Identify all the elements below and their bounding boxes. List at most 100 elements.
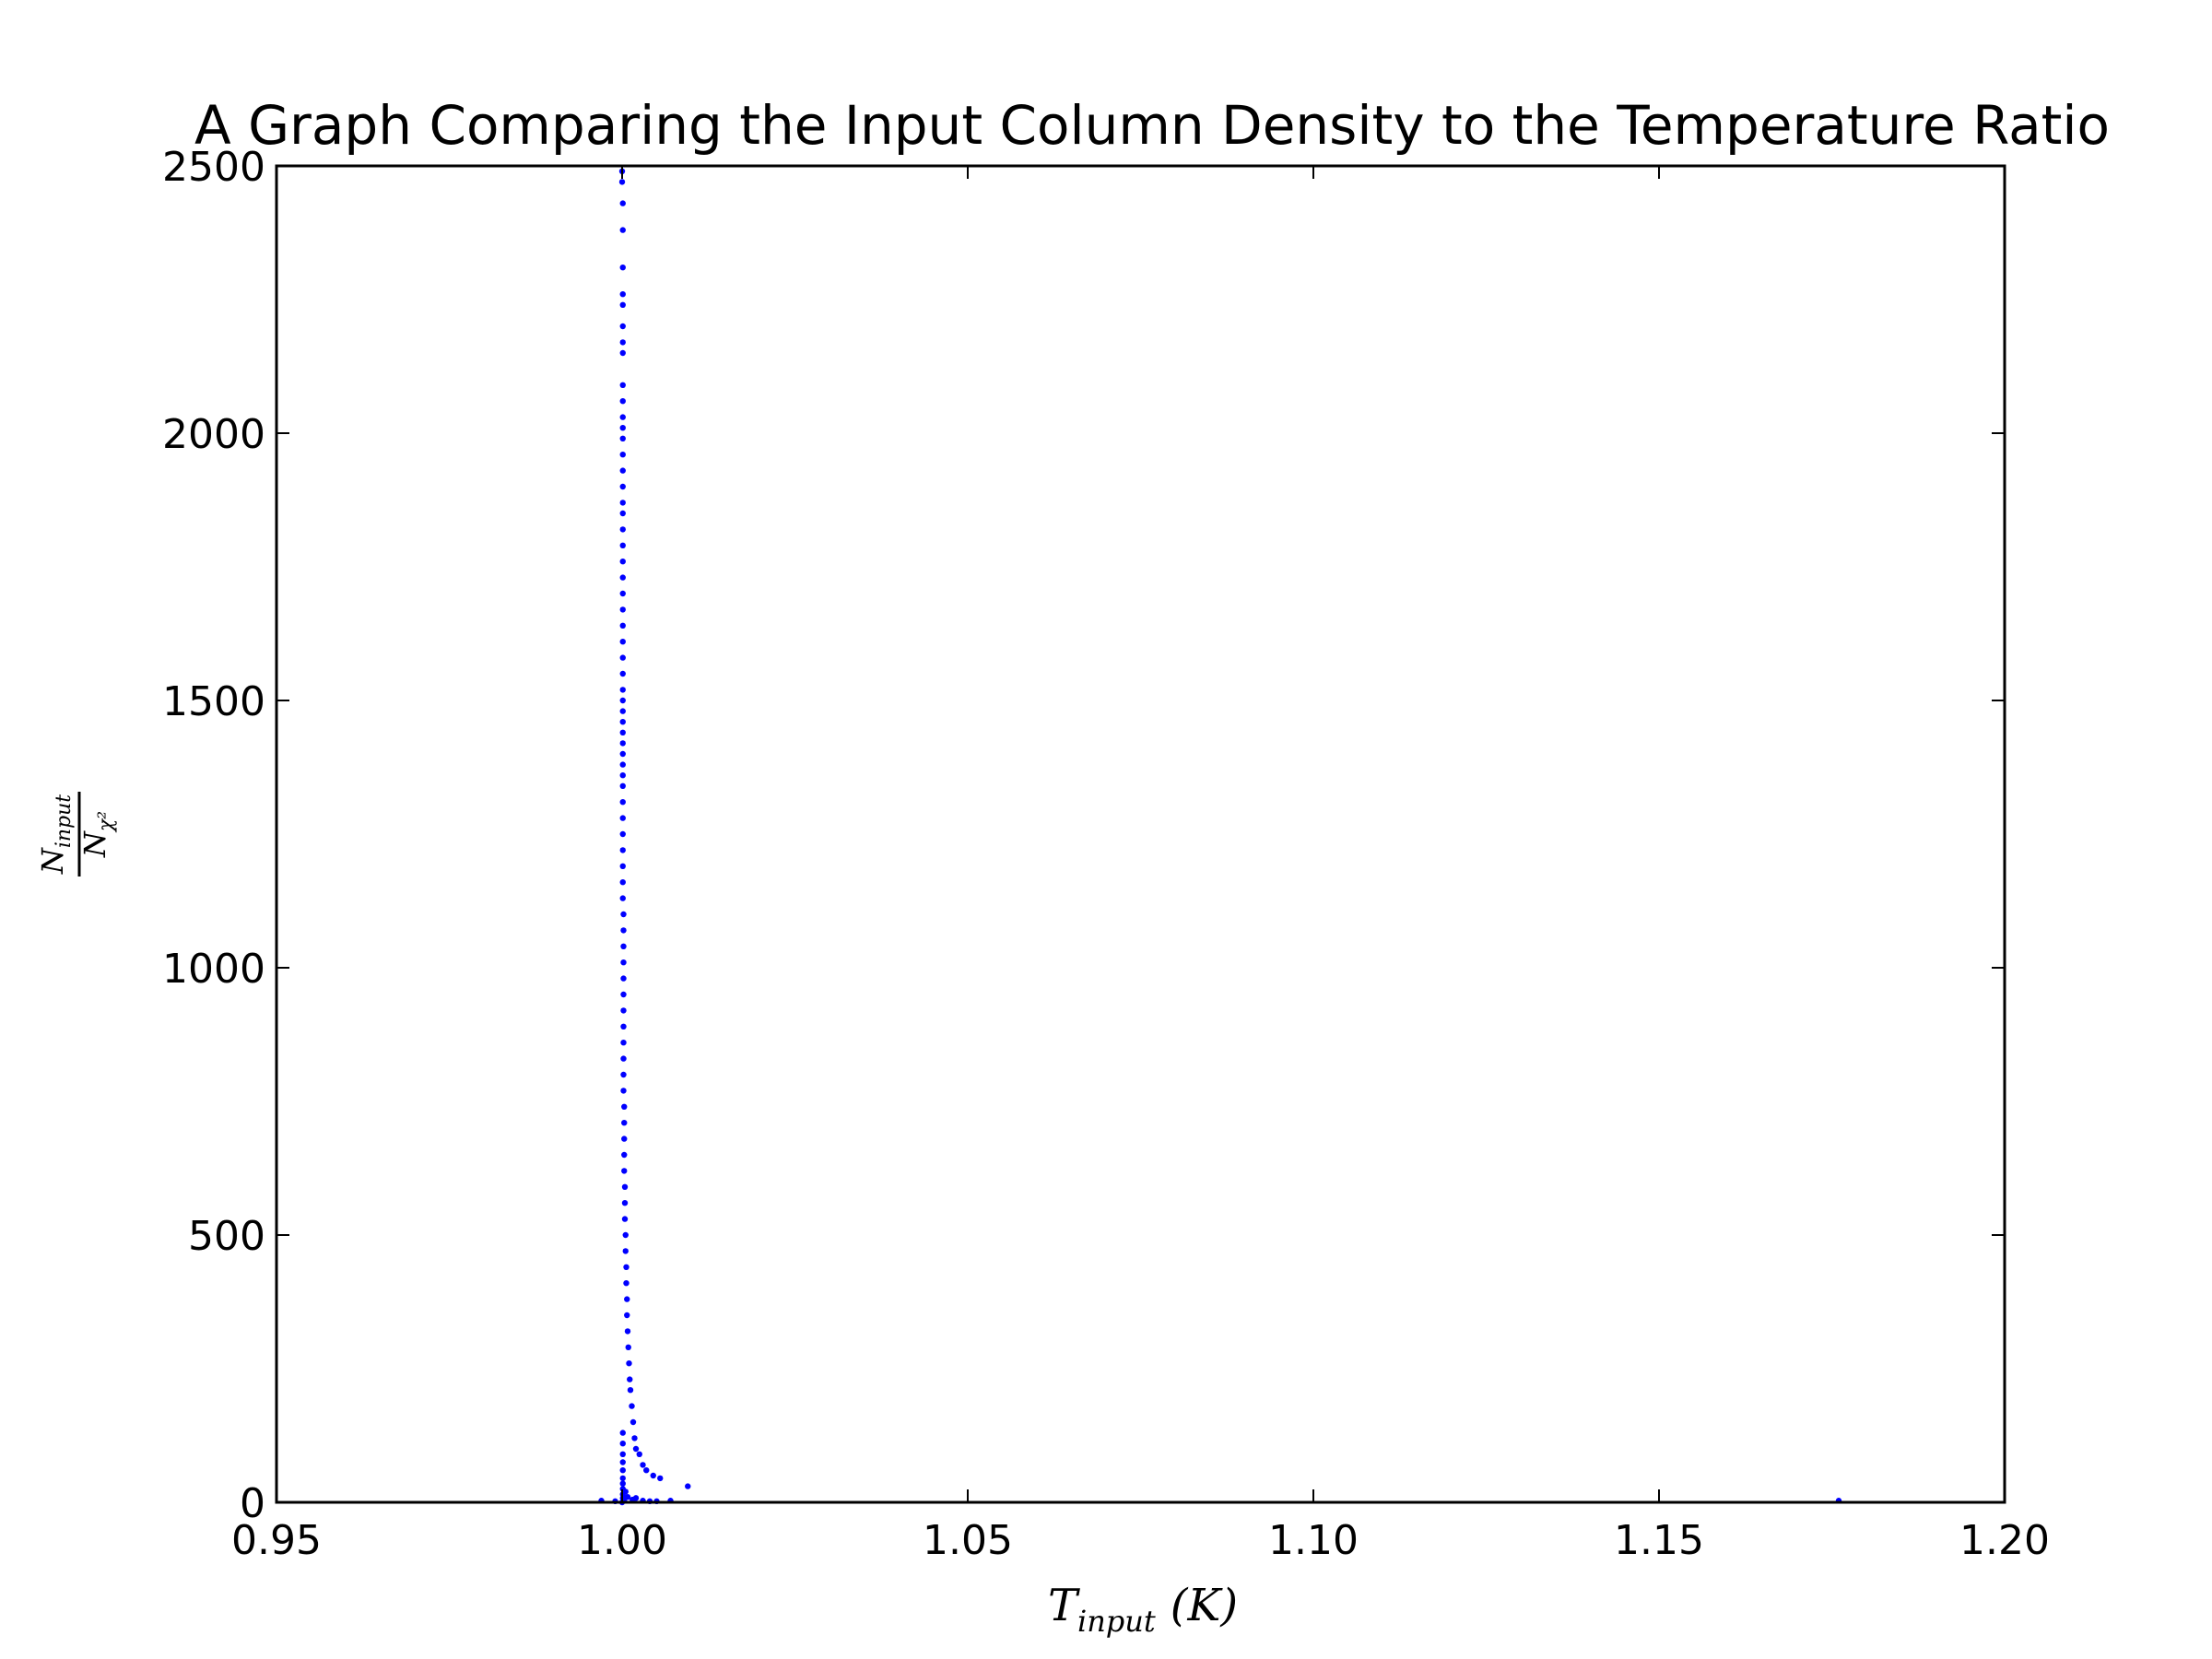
data-point [619, 654, 626, 661]
svg-text:Nχ²: Nχ² [77, 811, 118, 858]
data-point [621, 1135, 628, 1142]
data-point [621, 1168, 628, 1174]
data-point [619, 1467, 626, 1474]
y-tick-label: 500 [188, 1213, 265, 1260]
data-point [619, 265, 626, 271]
data-point [619, 510, 626, 517]
data-point [619, 697, 626, 704]
x-axis-label-sub: input [1077, 1604, 1156, 1639]
data-point [619, 1430, 626, 1436]
x-tick-label: 1.05 [923, 1517, 1013, 1564]
data-point [622, 1248, 629, 1254]
y-tick-label: 1000 [162, 946, 265, 993]
data-point [631, 1435, 638, 1441]
data-point [620, 1040, 627, 1046]
x-tick-label: 1.15 [1614, 1517, 1704, 1564]
data-point [620, 975, 627, 982]
data-point [629, 1418, 637, 1426]
data-point [619, 483, 626, 490]
data-point [619, 301, 626, 308]
data-point [619, 782, 626, 789]
data-point [620, 911, 627, 918]
data-point [621, 1216, 629, 1222]
data-point [619, 639, 626, 645]
data-point [620, 1088, 627, 1094]
data-point [619, 729, 626, 735]
data-point [627, 1387, 634, 1394]
data-point [619, 847, 626, 853]
data-point [650, 1472, 656, 1479]
data-point [636, 1451, 642, 1458]
data-point [619, 339, 626, 346]
data-point [619, 761, 626, 768]
data-point [657, 1475, 664, 1482]
data-point [624, 1494, 631, 1500]
svg-text:Ninput: Ninput [35, 794, 76, 875]
data-point [620, 1023, 627, 1030]
data-point [619, 414, 626, 420]
data-point [619, 435, 626, 441]
data-point [624, 1312, 630, 1319]
data-point [626, 1360, 632, 1367]
data-point [620, 959, 627, 966]
data-point [685, 1483, 691, 1489]
data-point [621, 1103, 628, 1111]
y-axis-label-numerator: N [35, 847, 70, 875]
data-point [623, 1280, 629, 1287]
axis-ticks: 0.95 1.00 1.05 1.10 1.15 1.20 0 500 1000 1500 2000… [162, 144, 2050, 1564]
data-point [640, 1462, 646, 1468]
data-point [619, 1480, 626, 1487]
data-point [619, 622, 626, 629]
data-point [618, 179, 626, 185]
data-point [619, 425, 626, 431]
data-point [619, 349, 626, 357]
data-point [625, 1344, 631, 1351]
y-tick-label: 2000 [162, 411, 265, 458]
data-point [619, 500, 626, 506]
data-point [619, 542, 626, 548]
data-point [620, 927, 627, 934]
data-point [619, 227, 626, 233]
y-axis-label-denominator: N [77, 830, 112, 858]
y-axis-label: Ninput Nχ² [35, 792, 118, 877]
data-point [619, 291, 626, 298]
data-point [619, 879, 626, 886]
data-point [619, 200, 626, 206]
data-point [619, 606, 626, 613]
data-point [620, 1055, 627, 1062]
y-tick-label: 2500 [162, 144, 265, 191]
data-point [619, 467, 626, 474]
x-tick-label: 1.10 [1268, 1517, 1359, 1564]
data-point [619, 708, 626, 714]
data-point [619, 815, 626, 821]
data-point [632, 1445, 640, 1453]
data-point [619, 863, 626, 869]
chart-title: A Graph Comparing the Input Column Densi… [194, 94, 2110, 157]
data-point [624, 1296, 630, 1302]
data-point [619, 559, 626, 565]
data-point [619, 452, 626, 458]
y-tick-label: 0 [240, 1480, 265, 1527]
data-point [627, 1376, 633, 1382]
x-tick-label: 1.00 [577, 1517, 667, 1564]
y-axis-label-denominator-sub: χ² [95, 811, 118, 833]
data-point [619, 799, 626, 806]
y-axis-label-numerator-sub: input [53, 794, 76, 848]
data-point [619, 830, 626, 838]
svg-text:Tinput(K): Tinput (K) [1048, 1580, 1238, 1639]
data-point [619, 719, 626, 725]
x-tick-label: 1.20 [1959, 1517, 2050, 1564]
data-point [632, 1495, 640, 1501]
data-point [619, 382, 626, 388]
data-point [619, 740, 626, 747]
data-point [621, 1120, 628, 1126]
data-point [620, 991, 627, 998]
data-point [619, 398, 626, 405]
data-point [619, 323, 626, 330]
data-point [622, 1488, 629, 1495]
x-axis-label-unit: (K) [1171, 1580, 1238, 1631]
data-point [619, 1451, 626, 1458]
data-point [619, 687, 626, 693]
